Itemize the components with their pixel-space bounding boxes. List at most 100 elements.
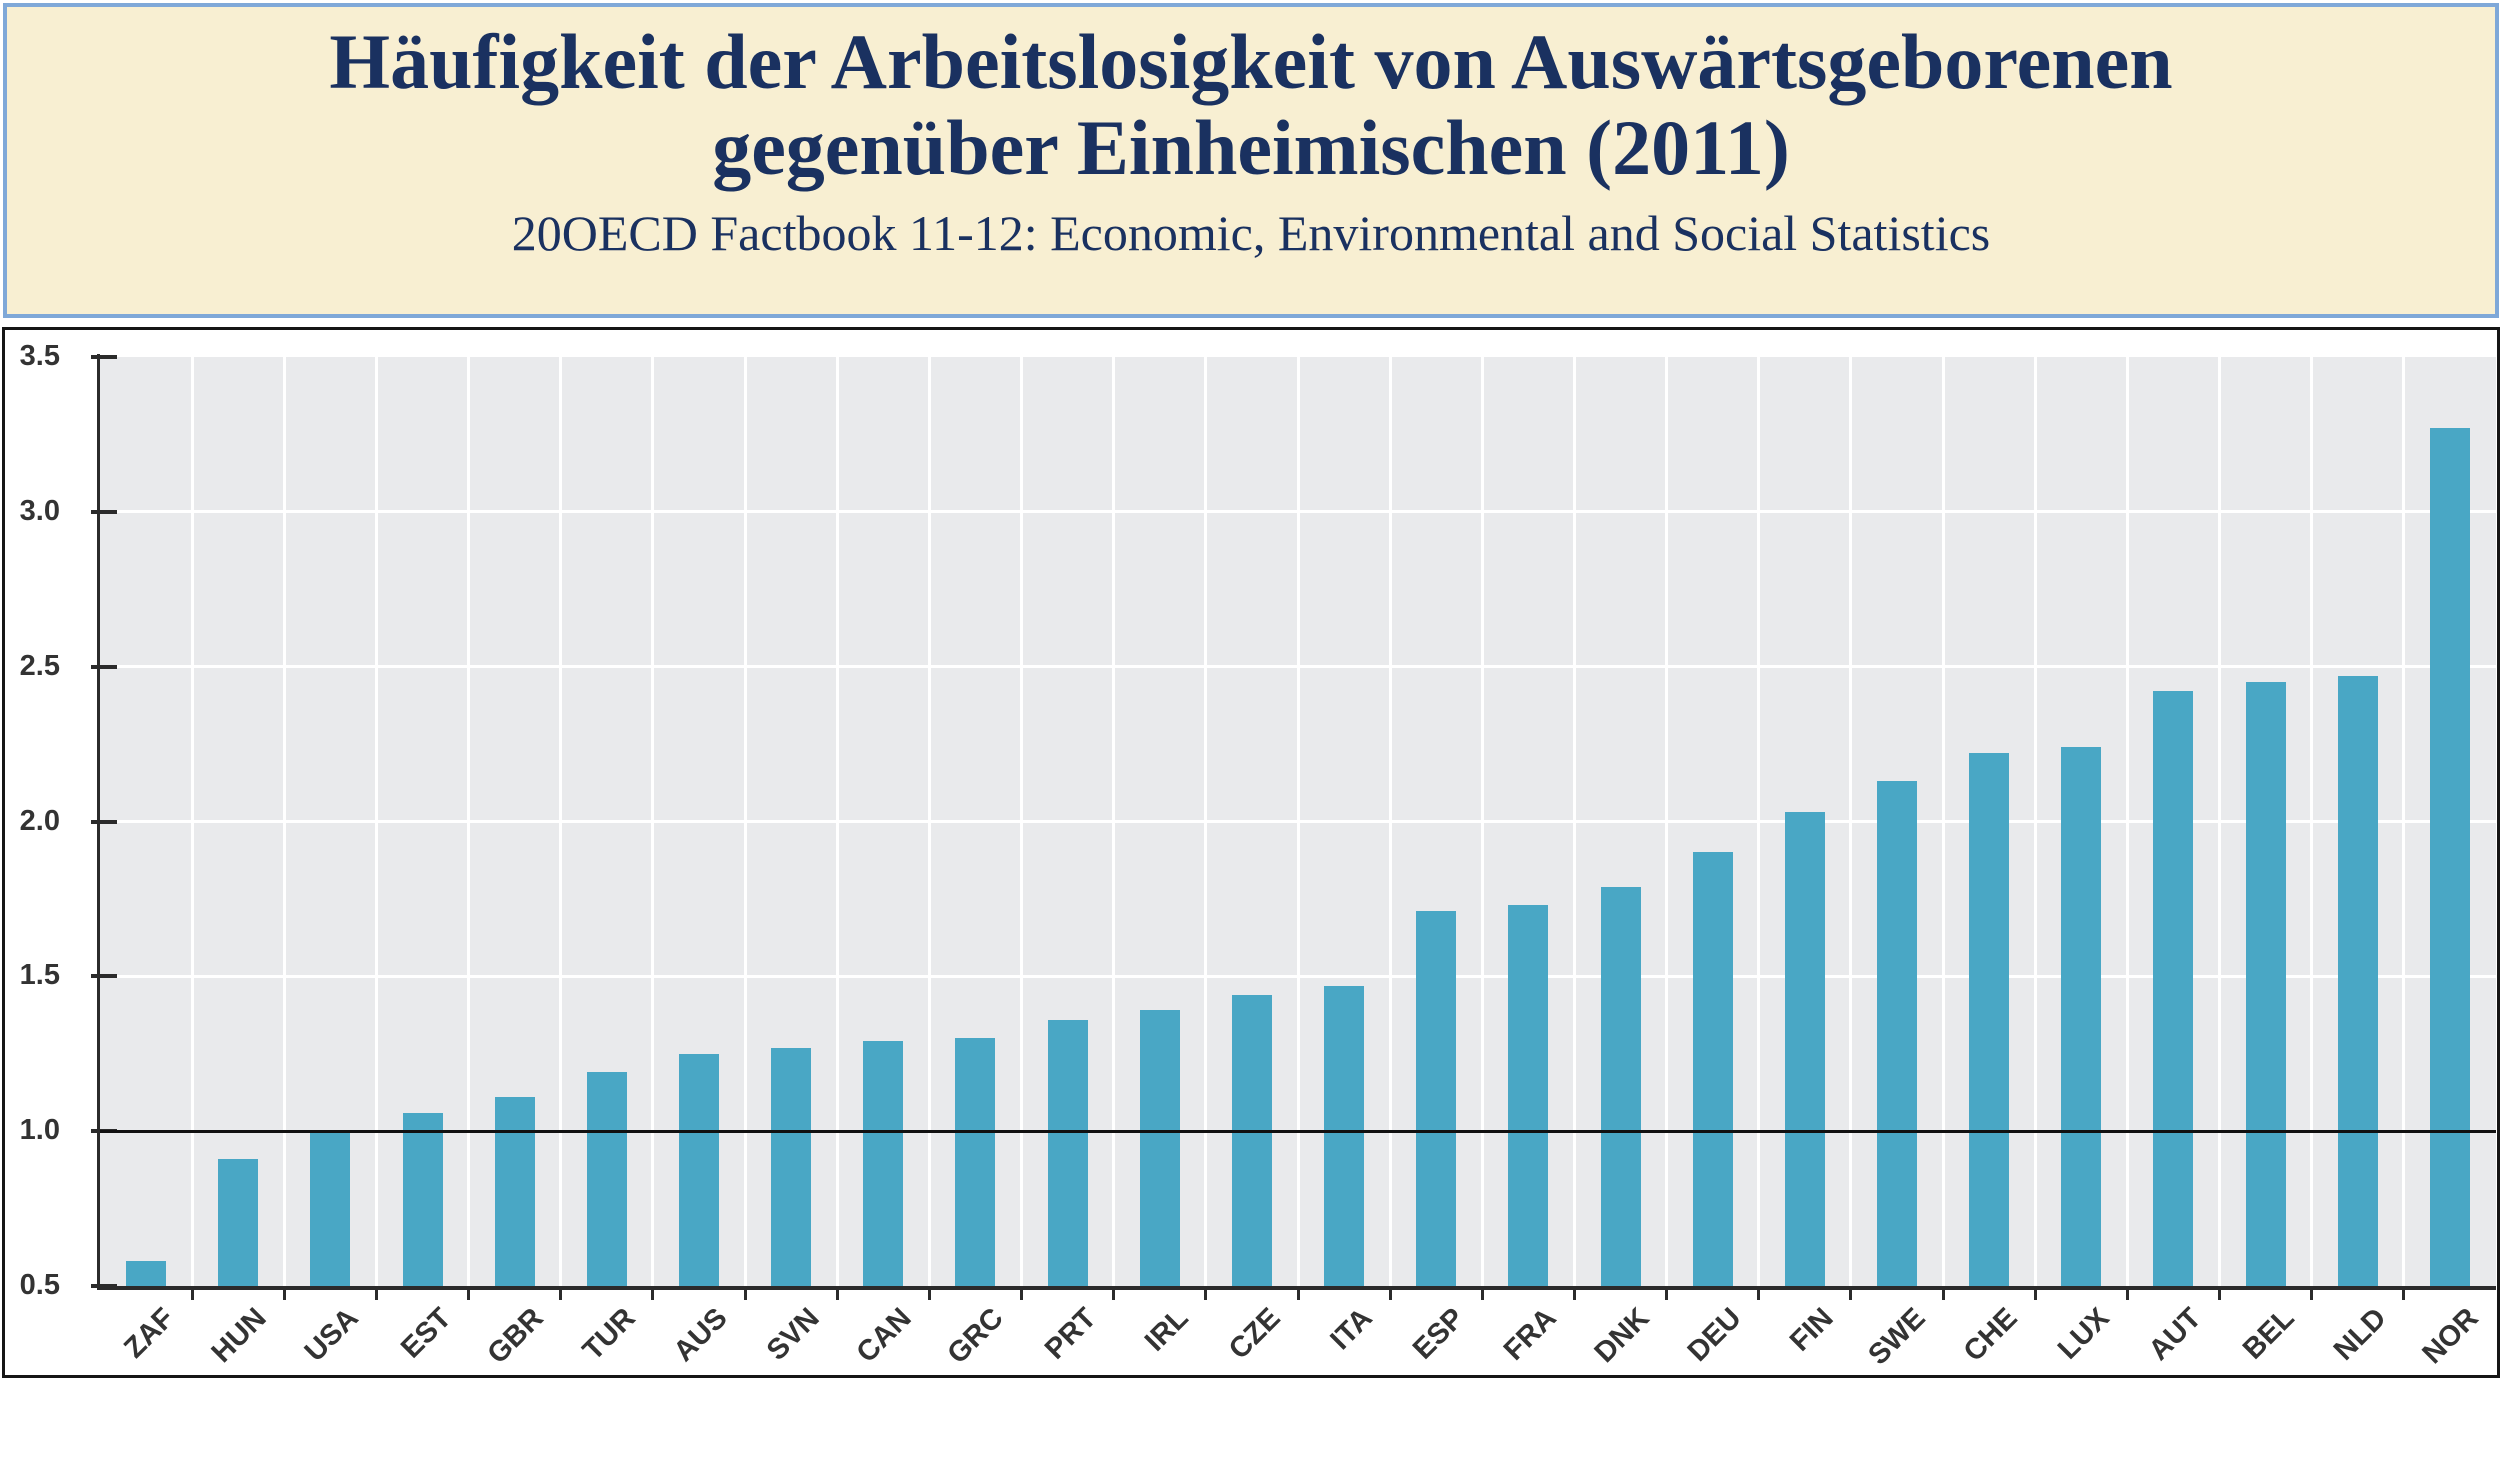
bar-can <box>863 1041 904 1286</box>
y-tick-label: 1.0 <box>19 1114 60 1147</box>
bar-aut <box>2153 691 2194 1286</box>
x-tick-label-hun: HUN <box>205 1302 273 1370</box>
y-axis-tick <box>91 819 117 824</box>
y-axis-tick <box>91 974 117 979</box>
page-subtitle: 20OECD Factbook 11-12: Economic, Environ… <box>511 205 1991 261</box>
x-axis-tick <box>2402 1288 2406 1300</box>
x-axis-tick <box>559 1288 563 1300</box>
bar-hun <box>218 1159 259 1286</box>
x-tick-label-swe: SWE <box>1862 1302 1932 1372</box>
x-tick-label-aus: AUS <box>667 1302 734 1368</box>
x-tick-label-nor: NOR <box>2416 1302 2485 1371</box>
x-tick-label-ita: ITA <box>1324 1302 1379 1357</box>
x-axis-tick <box>2310 1288 2314 1300</box>
bar-fra <box>1508 905 1549 1286</box>
x-axis-tick <box>1020 1288 1024 1300</box>
y-tick-label: 0.5 <box>19 1269 60 1301</box>
horizontal-gridline <box>100 820 2496 823</box>
x-axis-tick <box>374 1288 378 1300</box>
bar-usa <box>310 1131 351 1286</box>
bar-fin <box>1784 812 1825 1286</box>
x-axis-tick <box>190 1288 194 1300</box>
y-axis-tick <box>91 355 117 359</box>
x-axis-tick <box>927 1288 931 1300</box>
x-tick-label-fra: FRA <box>1498 1302 1564 1367</box>
bar-lux <box>2061 747 2102 1286</box>
y-tick-label: 2.5 <box>19 649 60 682</box>
x-tick-label-aut: AUT <box>2143 1302 2209 1367</box>
x-tick-label-fin: FIN <box>1783 1302 1840 1358</box>
x-axis-tick <box>282 1288 286 1300</box>
x-tick-label-lux: LUX <box>2052 1302 2116 1366</box>
bar-dnk <box>1600 886 1641 1286</box>
x-axis-tick <box>2218 1288 2222 1300</box>
y-axis-tick <box>91 1284 117 1288</box>
horizontal-gridline <box>100 665 2496 669</box>
y-axis-tick <box>91 664 117 669</box>
bar-cze <box>1231 994 1272 1286</box>
reference-line <box>100 1129 2496 1133</box>
x-axis-tick <box>1112 1288 1116 1300</box>
y-tick-label: 2.0 <box>19 804 60 837</box>
horizontal-gridline <box>100 974 2496 978</box>
x-tick-label-usa: USA <box>299 1302 366 1368</box>
x-tick-label-esp: ESP <box>1407 1302 1471 1366</box>
x-tick-label-irl: IRL <box>1138 1302 1195 1358</box>
page-title-line-1: Häufigkeit der Arbeitslosigkeit von Ausw… <box>329 18 2173 105</box>
bar-prt <box>1047 1019 1088 1286</box>
bar-grc <box>955 1038 996 1286</box>
x-axis-tick <box>1849 1288 1853 1300</box>
x-axis-tick <box>1388 1288 1392 1300</box>
x-tick-label-bel: BEL <box>2236 1302 2301 1366</box>
x-axis-tick <box>743 1288 747 1300</box>
bar-nor <box>2429 428 2470 1286</box>
x-tick-label-tur: TUR <box>576 1302 642 1367</box>
x-tick-label-che: CHE <box>1957 1302 2024 1368</box>
bar-swe <box>1877 781 1917 1286</box>
x-axis-tick <box>1941 1288 1945 1300</box>
x-axis-tick <box>1572 1288 1576 1300</box>
x-tick-label-svn: SVN <box>760 1302 826 1367</box>
horizontal-gridline <box>100 510 2496 514</box>
x-axis-tick <box>467 1288 471 1300</box>
x-axis-tick <box>835 1288 839 1300</box>
x-axis-tick <box>1204 1288 1208 1300</box>
bar-ita <box>1324 985 1365 1286</box>
x-axis-tick <box>651 1288 655 1300</box>
chart-panel: 0.5 1.0 1.5 2.0 2.5 3.0 3.5 ZAF HUN USA EST GBR TUR A… <box>2 327 2500 1378</box>
bar-deu <box>1692 852 1733 1286</box>
bar-nld <box>2337 675 2378 1286</box>
plot-area <box>100 357 2496 1286</box>
bar-tur <box>586 1072 627 1286</box>
bar-gbr <box>494 1097 535 1286</box>
bar-svn <box>771 1047 812 1286</box>
x-tick-label-gbr: GBR <box>481 1302 550 1371</box>
bar-bel <box>2245 682 2286 1286</box>
bar-aus <box>679 1053 719 1286</box>
header-box: Häufigkeit der Arbeitslosigkeit von Ausw… <box>3 3 2499 318</box>
x-axis-tick <box>1665 1288 1669 1300</box>
y-tick-label: 1.5 <box>19 959 60 992</box>
y-axis-tick <box>91 509 117 514</box>
y-tick-label: 3.5 <box>19 340 60 372</box>
x-axis-tick <box>1757 1288 1761 1300</box>
x-tick-label-prt: PRT <box>1038 1302 1103 1366</box>
x-axis-tick <box>2033 1288 2037 1300</box>
bar-esp <box>1416 911 1457 1286</box>
x-tick-label-cze: CZE <box>1222 1302 1287 1366</box>
x-tick-label-zaf: ZAF <box>118 1302 181 1365</box>
x-tick-label-can: CAN <box>850 1302 918 1370</box>
y-tick-label: 3.0 <box>19 494 60 527</box>
x-axis-tick <box>1296 1288 1300 1300</box>
slide: Häufigkeit der Arbeitslosigkeit von Ausw… <box>2 3 2500 1378</box>
page-title-line-2: gegenüber Einheimischen (2011) <box>712 104 1790 191</box>
x-axis-tick <box>2125 1288 2129 1300</box>
x-tick-label-dnk: DNK <box>1588 1302 1656 1370</box>
x-tick-label-nld: NLD <box>2327 1302 2393 1367</box>
bar-che <box>1969 753 2010 1286</box>
x-tick-label-est: EST <box>394 1302 458 1365</box>
x-axis-tick <box>1480 1288 1484 1300</box>
x-tick-label-deu: DEU <box>1681 1302 1748 1368</box>
bar-irl <box>1139 1010 1180 1286</box>
bar-zaf <box>126 1261 167 1286</box>
